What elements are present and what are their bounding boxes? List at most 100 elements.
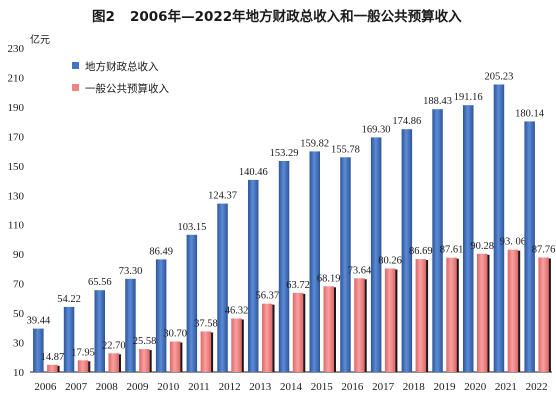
x-tick-label: 2011 bbox=[188, 381, 210, 393]
bar-total-revenue bbox=[370, 137, 382, 372]
data-label-budget-revenue: 90.28 bbox=[470, 241, 494, 252]
data-label-budget-revenue: 37.58 bbox=[194, 318, 218, 329]
x-tick-label: 2009 bbox=[127, 381, 150, 393]
x-tick-label: 2016 bbox=[341, 381, 364, 393]
x-tick-label: 2013 bbox=[249, 381, 272, 393]
data-label-budget-revenue: 14.87 bbox=[41, 352, 65, 363]
data-label-budget-revenue: 87.61 bbox=[440, 245, 464, 256]
bar-total-revenue bbox=[463, 105, 474, 372]
x-tick-label: 2006 bbox=[34, 381, 57, 393]
data-label-total-revenue: 39.44 bbox=[27, 316, 51, 327]
bar-total-revenue bbox=[63, 306, 75, 372]
y-tick-label: 190 bbox=[8, 102, 25, 114]
bar-budget-revenue bbox=[415, 259, 427, 372]
y-tick-label: 150 bbox=[8, 161, 25, 173]
bar-budget-revenue bbox=[108, 353, 119, 372]
bar-total-revenue bbox=[432, 109, 443, 372]
bar-total-revenue bbox=[248, 179, 259, 372]
x-tick-label: 2012 bbox=[219, 381, 241, 393]
y-tick-label: 230 bbox=[8, 43, 25, 55]
chart-title: 2006年—2022年地方财政总收入和一般公共预算收入 bbox=[130, 8, 462, 25]
x-tick-label: 2015 bbox=[311, 381, 334, 393]
x-tick-label: 2017 bbox=[372, 381, 395, 393]
bar-budget-revenue bbox=[446, 257, 457, 372]
bar-total-revenue bbox=[401, 129, 413, 372]
bar-total-revenue bbox=[186, 234, 198, 372]
legend-label-total-revenue: 地方财政总收入 bbox=[85, 60, 159, 73]
bar-budget-revenue bbox=[507, 249, 519, 372]
bar-total-revenue bbox=[217, 203, 228, 372]
x-tick-label: 2014 bbox=[280, 381, 303, 393]
bar-total-revenue bbox=[278, 161, 290, 372]
data-label-total-revenue: 65.56 bbox=[88, 277, 112, 288]
data-label-budget-revenue: 87.76 bbox=[532, 245, 556, 256]
data-label-budget-revenue: 80.26 bbox=[378, 256, 402, 267]
y-tick-label: 90 bbox=[13, 249, 25, 261]
bar-total-revenue bbox=[524, 121, 535, 373]
bar-budget-revenue bbox=[384, 268, 396, 372]
x-tick-label: 2019 bbox=[434, 381, 457, 393]
bar-budget-revenue bbox=[139, 349, 150, 372]
legend-swatch-budget-revenue bbox=[72, 84, 79, 91]
x-tick-label: 2020 bbox=[464, 381, 487, 393]
bar-total-revenue bbox=[309, 151, 320, 372]
x-tick-label: 2021 bbox=[495, 381, 517, 393]
data-label-budget-revenue: 86.69 bbox=[409, 246, 433, 257]
y-tick-label: 210 bbox=[8, 73, 25, 85]
y-axis-unit: 亿元 bbox=[30, 33, 50, 46]
x-tick-label: 2008 bbox=[96, 381, 119, 393]
legend-swatch-total-revenue bbox=[72, 62, 79, 69]
data-label-total-revenue: 103.15 bbox=[177, 222, 206, 233]
x-tick-label: 2010 bbox=[157, 381, 180, 393]
data-label-budget-revenue: 93. 06 bbox=[500, 237, 526, 248]
y-tick-label: 110 bbox=[8, 220, 25, 232]
data-label-total-revenue: 180.14 bbox=[515, 108, 545, 119]
bar-budget-revenue bbox=[47, 364, 58, 372]
data-label-budget-revenue: 73.64 bbox=[348, 265, 372, 276]
data-label-total-revenue: 174.86 bbox=[392, 116, 421, 127]
y-tick-label: 30 bbox=[13, 338, 25, 350]
chart-figure-label: 图2 bbox=[92, 9, 115, 25]
data-label-budget-revenue: 46.32 bbox=[225, 306, 249, 317]
bar-total-revenue bbox=[155, 259, 167, 372]
x-tick-label: 2018 bbox=[403, 381, 426, 393]
bar-total-revenue bbox=[340, 157, 351, 372]
y-tick-label: 130 bbox=[8, 190, 25, 202]
x-tick-label: 2007 bbox=[65, 381, 88, 393]
bar-budget-revenue bbox=[538, 257, 549, 372]
y-tick-label: 170 bbox=[8, 131, 25, 143]
y-tick-label: 10 bbox=[13, 367, 25, 379]
data-label-total-revenue: 155.78 bbox=[331, 144, 360, 155]
data-label-total-revenue: 159.82 bbox=[300, 138, 329, 149]
bar-total-revenue bbox=[33, 328, 44, 372]
data-label-total-revenue: 153.29 bbox=[270, 148, 299, 159]
y-tick-label: 50 bbox=[13, 308, 25, 320]
legend: 地方财政总收入 一般公共预算收入 bbox=[72, 60, 169, 95]
data-label-total-revenue: 140.46 bbox=[239, 167, 268, 178]
bar-budget-revenue bbox=[292, 292, 304, 372]
bar-total-revenue bbox=[94, 290, 105, 372]
data-label-total-revenue: 205.23 bbox=[484, 72, 513, 83]
bar-budget-revenue bbox=[477, 253, 488, 372]
data-label-budget-revenue: 30.70 bbox=[163, 329, 187, 340]
bar-total-revenue bbox=[125, 278, 136, 372]
bar-budget-revenue bbox=[323, 286, 334, 372]
data-label-total-revenue: 191.16 bbox=[454, 92, 483, 103]
data-label-budget-revenue: 25.58 bbox=[133, 336, 157, 347]
bar-budget-revenue bbox=[169, 341, 181, 372]
data-label-budget-revenue: 17.95 bbox=[71, 347, 95, 358]
plot-area: 39.44 14.87 54.22 17.95 65.56 22.70 73.30 25.58… bbox=[27, 72, 556, 373]
data-label-total-revenue: 86.49 bbox=[149, 246, 173, 257]
x-tick-label: 2022 bbox=[526, 381, 548, 393]
data-label-total-revenue: 188.43 bbox=[423, 96, 452, 107]
data-label-total-revenue: 169.30 bbox=[362, 124, 391, 135]
data-label-budget-revenue: 63.72 bbox=[286, 280, 310, 291]
bar-budget-revenue bbox=[77, 360, 89, 372]
data-label-budget-revenue: 22.70 bbox=[102, 340, 126, 351]
bar-budget-revenue bbox=[354, 278, 365, 372]
data-label-budget-revenue: 68.19 bbox=[317, 273, 341, 284]
legend-label-budget-revenue: 一般公共预算收入 bbox=[85, 82, 169, 95]
bar-budget-revenue bbox=[262, 303, 273, 372]
data-label-total-revenue: 54.22 bbox=[57, 294, 81, 305]
